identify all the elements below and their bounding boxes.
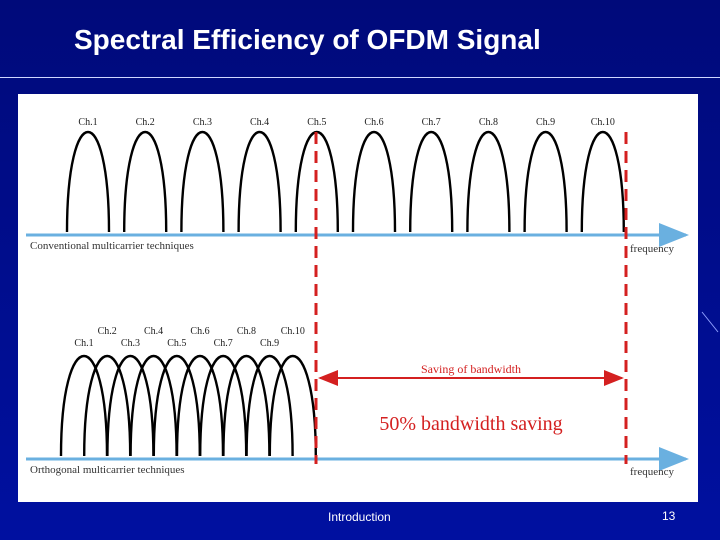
orthogonal-subcarrier-curve xyxy=(222,354,271,457)
footer-section-label: Introduction xyxy=(328,510,391,524)
conventional-subcarrier-curve xyxy=(237,130,282,233)
conventional-axis-label: Conventional multicarrier techniques xyxy=(30,240,194,252)
orthogonal-channel-label: Ch.10 xyxy=(281,326,305,337)
conventional-subcarrier-curve xyxy=(123,130,168,233)
conventional-channel-label: Ch.2 xyxy=(136,117,155,128)
conventional-channel-label: Ch.4 xyxy=(250,117,269,128)
conventional-subcarrier-curve xyxy=(65,130,111,233)
orthogonal-channel-labels-odd: Ch.1 Ch.3 Ch.5 Ch.7 Ch.9 xyxy=(74,338,279,349)
orthogonal-subcarrier-curve xyxy=(245,354,294,457)
conventional-channel-label: Ch.9 xyxy=(536,117,555,128)
conventional-channel-label: Ch.5 xyxy=(307,117,326,128)
orthogonal-channel-label: Ch.2 xyxy=(98,326,117,337)
orthogonal-subcarrier-curve xyxy=(59,354,109,457)
bandwidth-saving-percent-label: 50% bandwidth saving xyxy=(379,413,562,435)
conventional-subcarrier-curve xyxy=(351,130,397,233)
orthogonal-subcarrier-curve xyxy=(268,354,317,457)
conventional-subcarrier-curve xyxy=(580,130,625,233)
orthogonal-subcarrier-curve xyxy=(83,354,132,457)
orthogonal-channel-label: Ch.6 xyxy=(190,326,209,337)
conventional-channel-label: Ch.1 xyxy=(78,117,97,128)
orthogonal-subcarrier-curve xyxy=(199,354,248,457)
conventional-channel-label: Ch.3 xyxy=(193,117,212,128)
ofdm-spectrum-figure: Ch.1 Ch.2 Ch.3 Ch.4 Ch.5 Ch.6 Ch.7 Ch.8 Ch.9 Ch.1… xyxy=(18,94,698,502)
orthogonal-channel-label: Ch.1 xyxy=(74,338,93,349)
orthogonal-channel-label: Ch.5 xyxy=(167,338,186,349)
conventional-channel-labels: Ch.1 Ch.2 Ch.3 Ch.4 Ch.5 Ch.6 Ch.7 Ch.8 Ch.9 Ch.1… xyxy=(78,117,614,128)
conventional-subcarrier-curves xyxy=(65,130,625,233)
orthogonal-frequency-label: frequency xyxy=(630,466,674,478)
orthogonal-channel-label: Ch.4 xyxy=(144,326,163,337)
conventional-channel-label: Ch.6 xyxy=(364,117,383,128)
orthogonal-channel-labels-even: Ch.2 Ch.4 Ch.6 Ch.8 Ch.10 xyxy=(98,326,305,337)
conventional-subcarrier-curve xyxy=(409,130,454,233)
orthogonal-subcarrier-curve xyxy=(152,354,201,457)
conventional-subcarrier-curve xyxy=(466,130,511,233)
decorative-slash xyxy=(701,311,719,333)
orthogonal-channel-label: Ch.9 xyxy=(260,338,279,349)
saving-of-bandwidth-label: Saving of bandwidth xyxy=(421,362,521,376)
conventional-channel-label: Ch.8 xyxy=(479,117,498,128)
orthogonal-channel-label: Ch.7 xyxy=(214,338,233,349)
conventional-subcarrier-curve xyxy=(180,130,225,233)
orthogonal-subcarrier-curve xyxy=(129,354,178,457)
orthogonal-channel-label: Ch.8 xyxy=(237,326,256,337)
orthogonal-subcarrier-curves xyxy=(59,354,317,457)
conventional-frequency-label: frequency xyxy=(630,243,674,255)
title-divider xyxy=(0,77,720,78)
spectrum-diagram: Ch.1 Ch.2 Ch.3 Ch.4 Ch.5 Ch.6 Ch.7 Ch.8 Ch.9 Ch.1… xyxy=(26,117,689,478)
orthogonal-channel-label: Ch.3 xyxy=(121,338,140,349)
orthogonal-subcarrier-curve xyxy=(175,354,225,457)
orthogonal-subcarrier-curve xyxy=(106,354,155,457)
slide-title: Spectral Efficiency of OFDM Signal xyxy=(74,24,541,55)
orthogonal-axis-label: Orthogonal multicarrier techniques xyxy=(30,464,185,476)
conventional-channel-label: Ch.7 xyxy=(422,117,441,128)
conventional-channel-label: Ch.10 xyxy=(591,117,615,128)
conventional-subcarrier-curve xyxy=(523,130,568,233)
page-number: 13 xyxy=(662,509,676,523)
